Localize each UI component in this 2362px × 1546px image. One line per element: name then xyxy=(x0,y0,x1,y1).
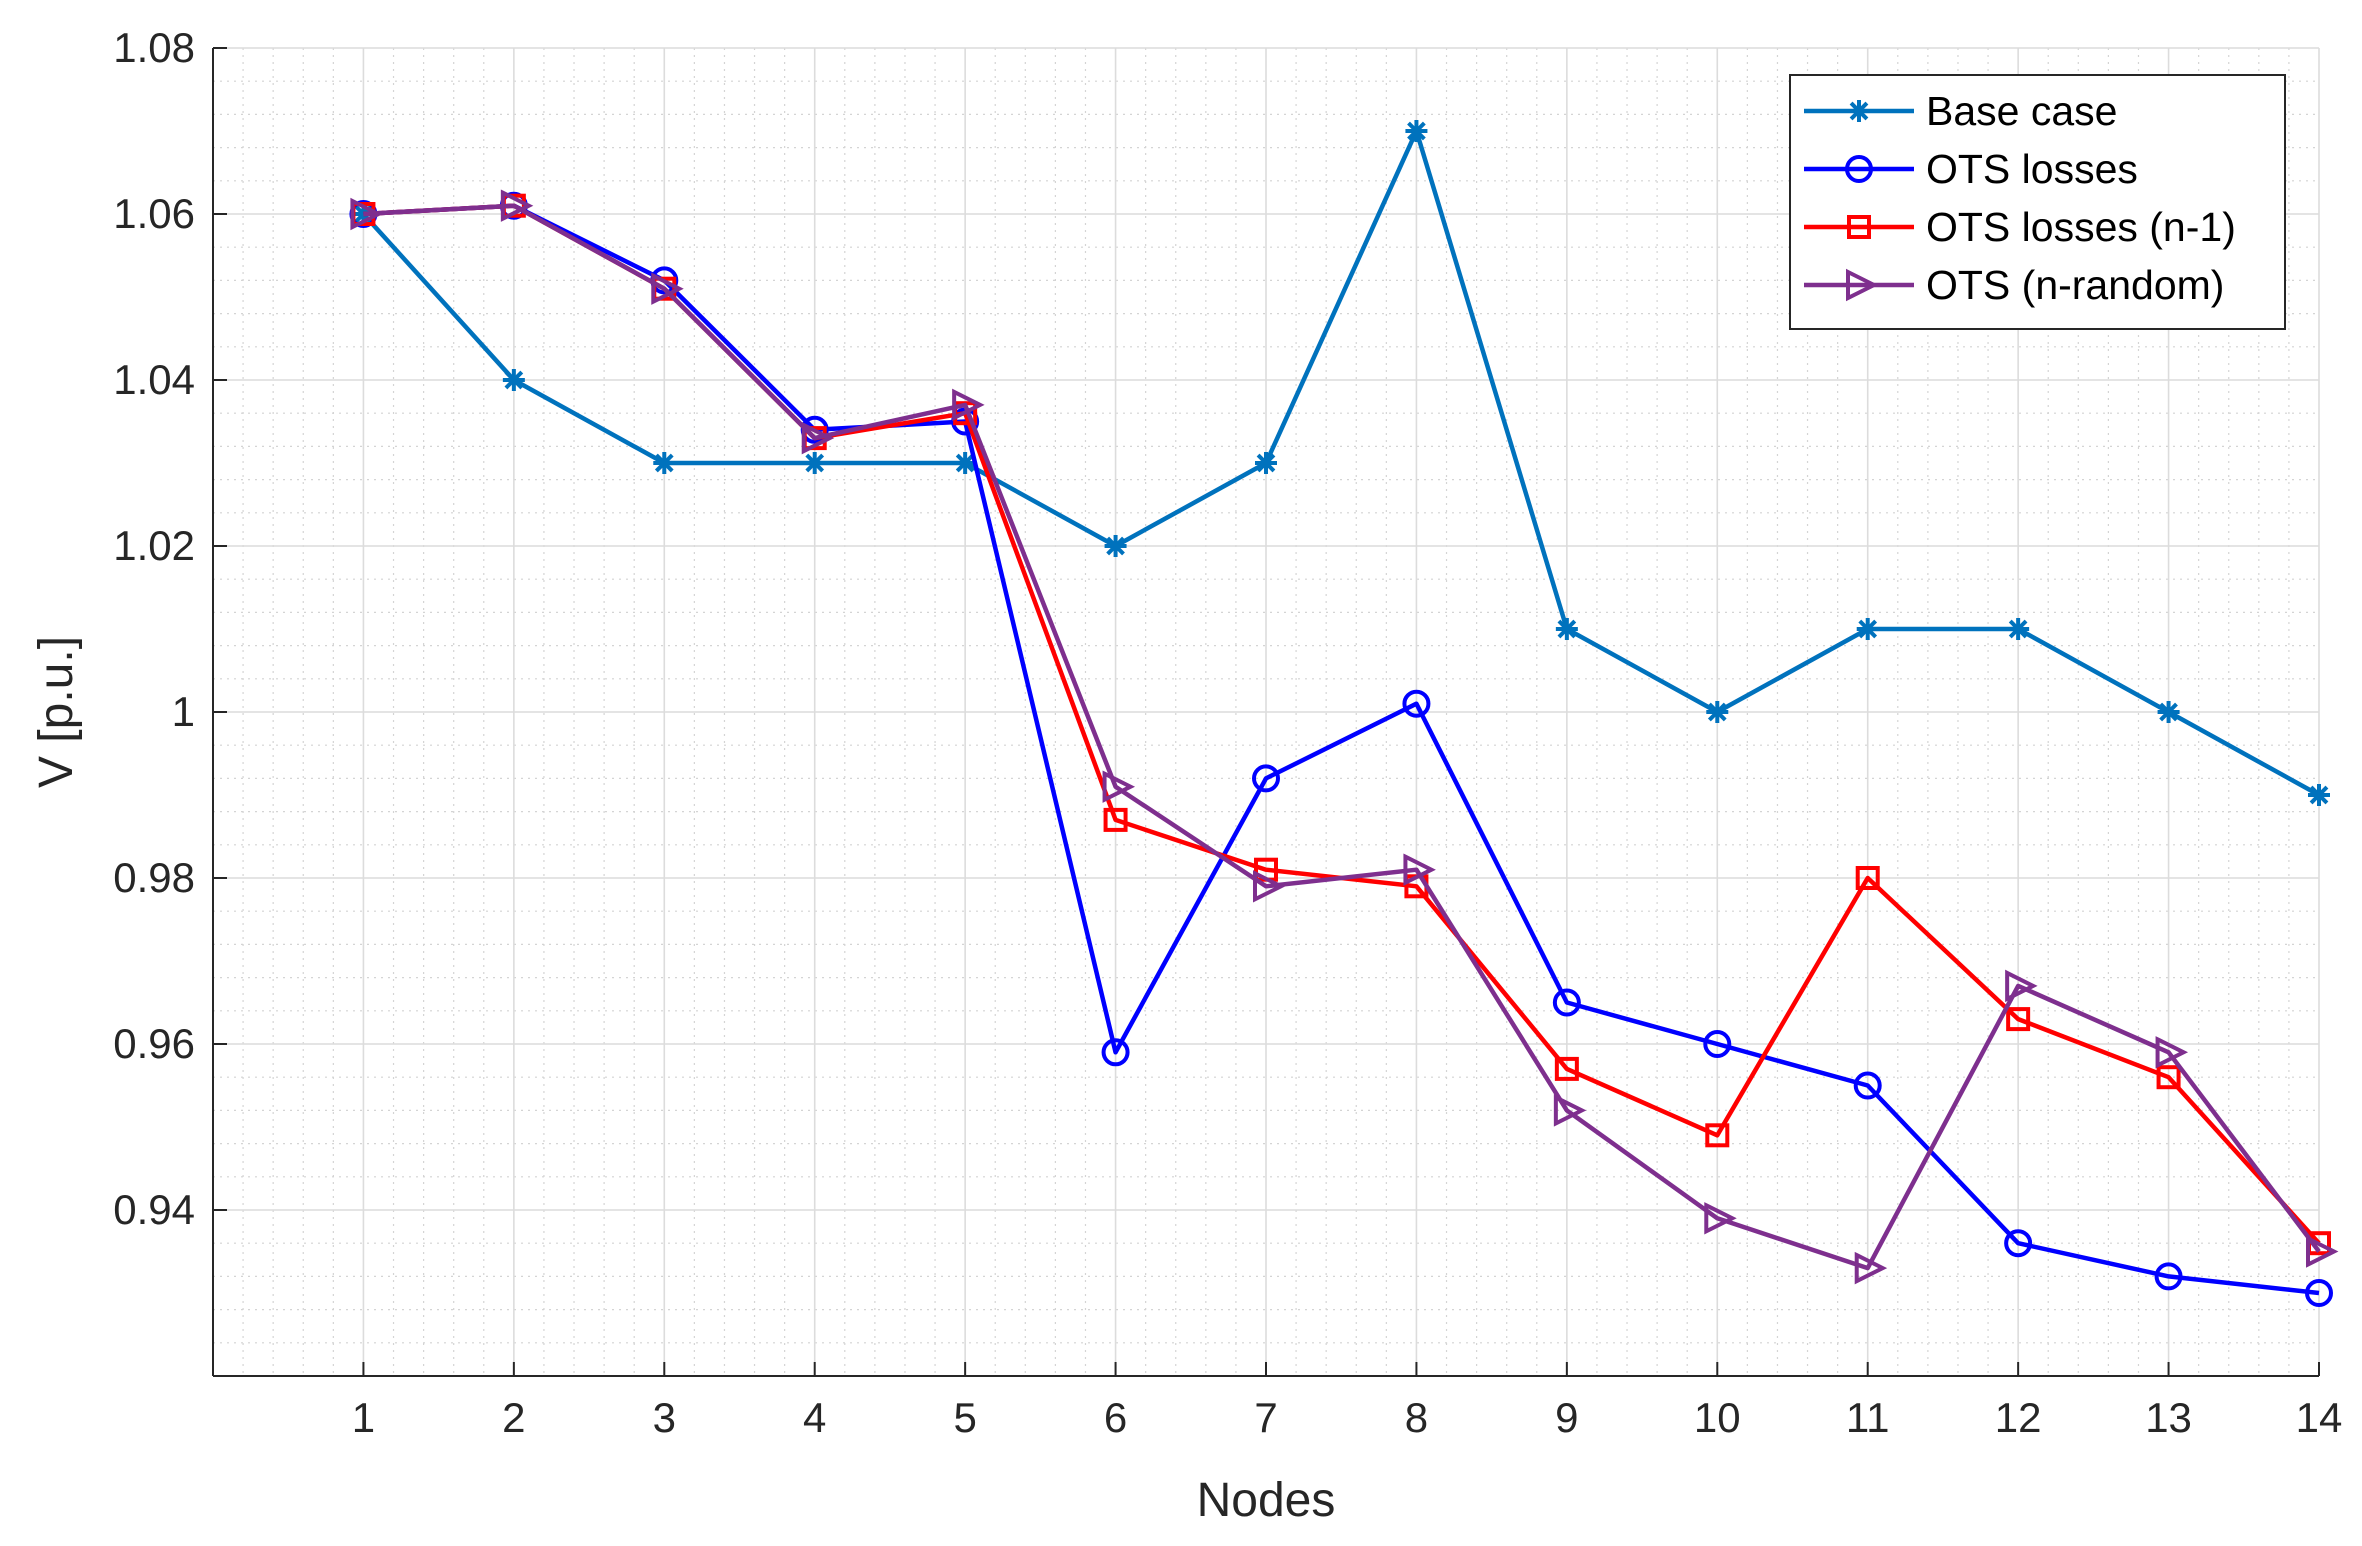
legend-marker xyxy=(1848,100,1870,122)
data-point xyxy=(952,388,985,422)
data-point xyxy=(2005,969,2038,1003)
data-point xyxy=(2305,1279,2333,1307)
data-point xyxy=(1102,770,1136,803)
x-tick-label: 8 xyxy=(1405,1394,1428,1441)
legend-entry: OTS losses (n-1) xyxy=(1804,204,2236,250)
data-point xyxy=(954,452,977,474)
x-tick-label: 5 xyxy=(953,1394,976,1441)
legend-entry: OTS (n-random) xyxy=(1804,262,2224,308)
data-point xyxy=(1253,870,1286,903)
data-point xyxy=(1555,618,1578,640)
legend-marker xyxy=(1846,268,1879,302)
series-line xyxy=(363,203,2320,1296)
data-point xyxy=(653,452,676,474)
x-tick-label: 11 xyxy=(1846,1394,1890,1441)
y-tick-label: 1.02 xyxy=(113,522,195,569)
data-point xyxy=(1855,866,1880,890)
data-point xyxy=(1405,120,1428,142)
x-tick-label: 1 xyxy=(352,1394,375,1441)
data-point xyxy=(2007,618,2030,640)
y-axis-title: V [p.u.] xyxy=(30,636,83,788)
x-tick-label: 2 xyxy=(502,1394,525,1441)
data-point xyxy=(2308,784,2330,806)
data-point xyxy=(1705,1123,1730,1148)
legend-label: OTS (n-random) xyxy=(1926,262,2224,308)
x-tick-label: 13 xyxy=(2145,1394,2192,1441)
data-point xyxy=(1403,853,1436,886)
x-tick-label: 4 xyxy=(803,1394,826,1441)
legend-label: OTS losses xyxy=(1926,146,2138,192)
y-tick-label: 0.96 xyxy=(113,1020,195,1067)
data-point xyxy=(801,421,835,455)
legend-entry: Base case xyxy=(1804,88,2117,134)
data-point xyxy=(1554,1056,1579,1081)
series-line xyxy=(363,203,2321,1271)
minor-grid xyxy=(213,48,2319,1376)
data-point xyxy=(1704,1202,1737,1235)
data-point xyxy=(1255,452,1277,474)
data-point xyxy=(1854,1251,1888,1285)
legend-label: OTS losses (n-1) xyxy=(1926,204,2236,250)
data-point xyxy=(2154,1262,2183,1291)
x-tick-label: 12 xyxy=(1995,1394,2042,1441)
data-point xyxy=(1853,1071,1882,1100)
x-axis-ticks: 1 2 3 4 5 6 7 8 9 10 11 12 13 14 xyxy=(352,1362,2343,1441)
x-tick-label: 14 xyxy=(2296,1394,2343,1441)
data-point xyxy=(2006,1007,2031,1032)
data-point xyxy=(1553,1094,1587,1127)
x-tick-label: 10 xyxy=(1694,1394,1741,1441)
data-point xyxy=(2306,1235,2339,1268)
series-3 xyxy=(350,189,2339,1285)
legend-marker xyxy=(1847,215,1871,239)
series-layer xyxy=(349,120,2339,1307)
data-point xyxy=(1101,1038,1130,1067)
y-tick-label: 1 xyxy=(172,688,195,735)
x-tick-label: 9 xyxy=(1555,1394,1578,1441)
data-point xyxy=(2156,1065,2181,1090)
series-line xyxy=(361,128,2321,797)
data-point xyxy=(803,452,826,474)
y-tick-label: 1.08 xyxy=(113,24,195,71)
x-tick-label: 3 xyxy=(653,1394,676,1441)
y-tick-label: 0.94 xyxy=(113,1186,195,1233)
y-tick-label: 1.06 xyxy=(113,190,195,237)
y-tick-label: 1.04 xyxy=(113,356,195,403)
data-point xyxy=(1104,535,1127,557)
data-point xyxy=(1252,764,1280,793)
data-point xyxy=(1552,988,1581,1017)
data-point xyxy=(502,369,525,391)
x-axis-title: Nodes xyxy=(1197,1474,1336,1527)
data-point xyxy=(1706,701,1729,723)
data-point xyxy=(651,272,684,305)
legend-label: Base case xyxy=(1926,88,2117,134)
y-axis-ticks: 0.94 0.96 0.98 1 1.02 1.04 1.06 1.08 xyxy=(113,24,227,1233)
legend: Base case OTS losses OTS losses (n-1) OTS (… xyxy=(1789,74,2286,330)
data-point xyxy=(500,189,534,222)
data-point xyxy=(350,197,383,231)
x-tick-label: 6 xyxy=(1104,1394,1127,1441)
legend-entry: OTS losses xyxy=(1804,146,2138,192)
legend-marker xyxy=(1845,155,1873,183)
y-tick-label: 0.98 xyxy=(113,854,195,901)
data-point xyxy=(1703,1030,1732,1058)
data-point xyxy=(1856,618,1879,640)
data-point xyxy=(1103,807,1128,832)
data-point xyxy=(2004,1229,2033,1258)
data-point xyxy=(2157,701,2180,723)
data-point xyxy=(2155,1036,2189,1069)
x-tick-label: 7 xyxy=(1254,1394,1277,1441)
data-point xyxy=(1402,689,1431,718)
